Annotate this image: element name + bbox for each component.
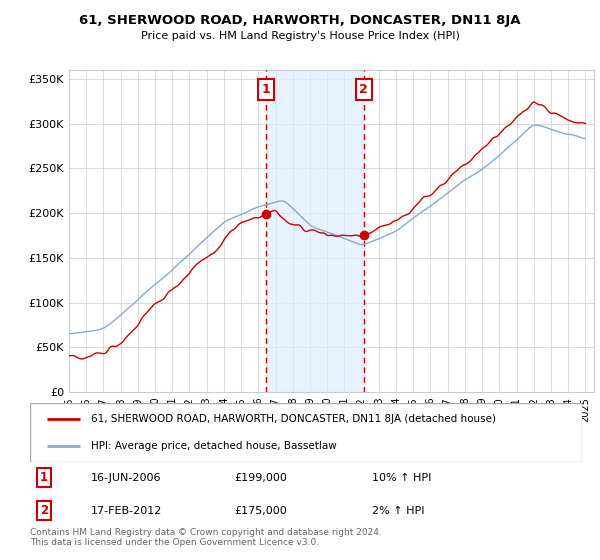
Text: 10% ↑ HPI: 10% ↑ HPI [372,473,431,483]
Text: 1: 1 [40,471,48,484]
Text: 61, SHERWOOD ROAD, HARWORTH, DONCASTER, DN11 8JA (detached house): 61, SHERWOOD ROAD, HARWORTH, DONCASTER, … [91,414,496,424]
Text: 2% ↑ HPI: 2% ↑ HPI [372,506,425,516]
Text: Contains HM Land Registry data © Crown copyright and database right 2024.
This d: Contains HM Land Registry data © Crown c… [30,528,382,547]
Text: £175,000: £175,000 [234,506,287,516]
Text: 2: 2 [359,83,368,96]
Text: 1: 1 [262,83,271,96]
Text: Price paid vs. HM Land Registry's House Price Index (HPI): Price paid vs. HM Land Registry's House … [140,31,460,41]
Text: £199,000: £199,000 [234,473,287,483]
Text: 2: 2 [40,504,48,517]
Text: 61, SHERWOOD ROAD, HARWORTH, DONCASTER, DN11 8JA: 61, SHERWOOD ROAD, HARWORTH, DONCASTER, … [79,14,521,27]
Text: 16-JUN-2006: 16-JUN-2006 [91,473,161,483]
FancyBboxPatch shape [30,403,582,462]
Text: HPI: Average price, detached house, Bassetlaw: HPI: Average price, detached house, Bass… [91,441,337,451]
Text: 17-FEB-2012: 17-FEB-2012 [91,506,162,516]
Bar [266,70,364,392]
